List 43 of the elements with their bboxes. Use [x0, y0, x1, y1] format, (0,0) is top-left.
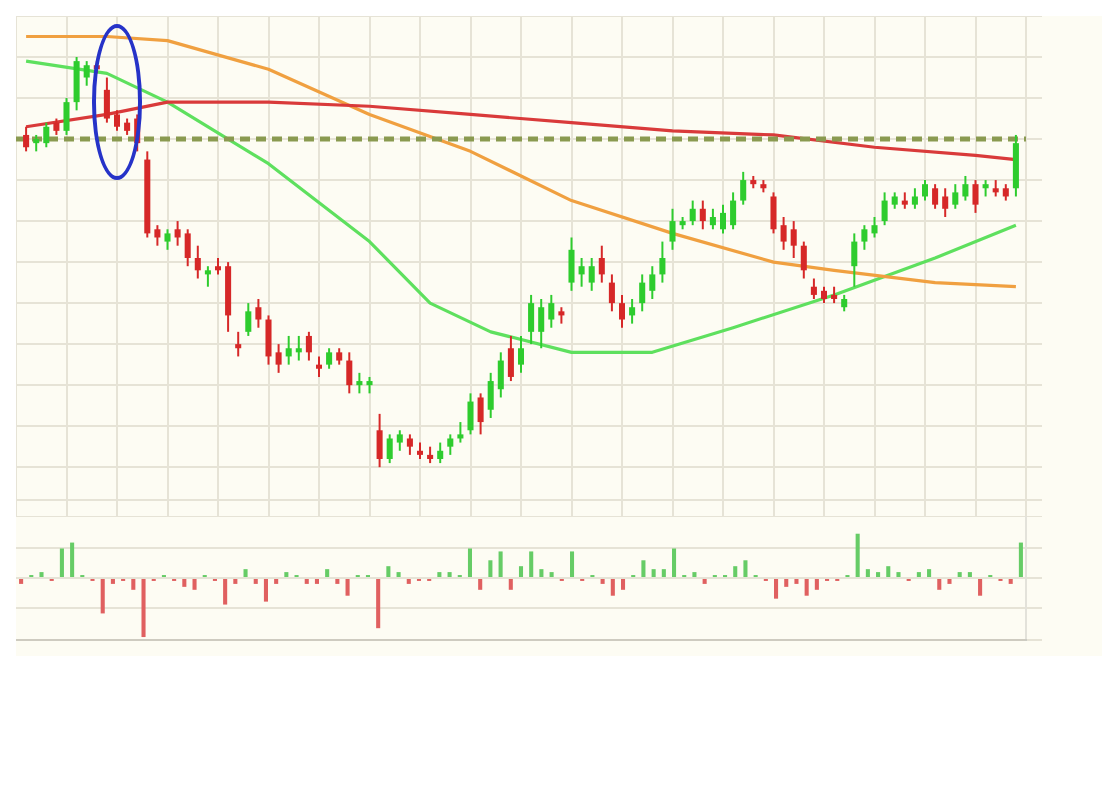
bar	[620, 579, 626, 590]
bar	[345, 579, 350, 596]
bar	[325, 569, 330, 577]
candlestick	[164, 228, 171, 251]
bar	[59, 548, 64, 577]
bar	[498, 551, 503, 577]
bar	[539, 569, 544, 577]
bar	[243, 569, 248, 577]
bar	[814, 579, 819, 590]
bar	[508, 579, 513, 590]
bar	[386, 566, 391, 577]
bar	[569, 551, 575, 577]
bar	[661, 569, 666, 577]
bar	[978, 579, 983, 596]
bar	[1018, 542, 1023, 577]
bar	[937, 579, 942, 590]
bar	[488, 560, 493, 577]
bar	[518, 566, 524, 577]
bar	[927, 569, 932, 577]
bar	[855, 533, 860, 577]
bar	[223, 579, 228, 605]
bar	[263, 579, 268, 602]
bar	[784, 579, 789, 587]
bar	[182, 579, 187, 587]
bar	[529, 551, 534, 577]
bar	[192, 579, 197, 590]
bar	[141, 579, 146, 638]
bar	[743, 560, 748, 577]
bar	[467, 548, 473, 577]
bar	[733, 566, 738, 577]
bar	[886, 566, 891, 577]
bar	[70, 542, 75, 577]
bar	[865, 569, 870, 577]
bar	[804, 579, 809, 596]
bar	[651, 569, 656, 577]
bar	[671, 548, 677, 577]
bar	[610, 579, 615, 596]
bar	[774, 579, 779, 599]
bar	[478, 579, 483, 590]
bar	[641, 560, 646, 577]
bar	[100, 579, 105, 614]
bar	[131, 579, 136, 590]
bar	[376, 579, 381, 629]
